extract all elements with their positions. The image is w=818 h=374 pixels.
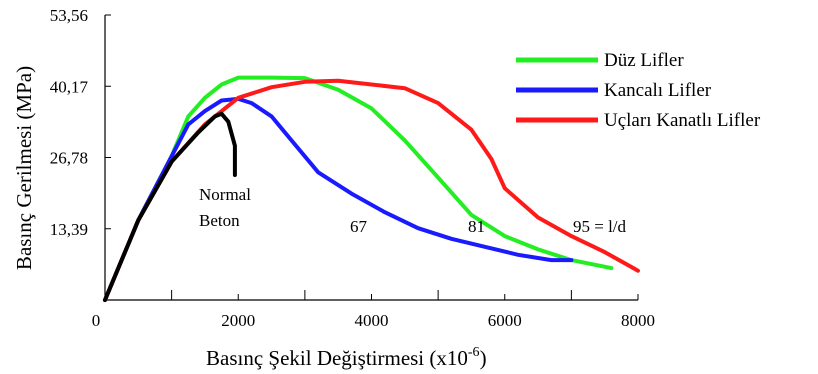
annotation-95-ld-text: 95 = l/d: [573, 217, 627, 236]
legend-label: Kancalı Lifler: [604, 80, 712, 101]
legend-label: Düz Lifler: [604, 50, 684, 71]
chart-ticks: 0 2000 4000 6000 8000 13,39 26,78 40,17 53,56: [50, 6, 655, 330]
y-tick-label: 26,78: [50, 149, 88, 168]
annotation-67: 67: [350, 217, 368, 236]
x-tick-label: 0: [92, 311, 101, 330]
legend-label: Uçları Kanatlı Lifler: [604, 110, 761, 131]
chart-series: [103, 75, 640, 302]
annotation-normal: Normal: [199, 185, 251, 204]
x-tick-label: 8000: [621, 311, 655, 330]
y-axis-title: Basınç Gerilmesi (MPa): [12, 66, 36, 270]
series-line-u-lar-kanatl-lifler: [103, 78, 640, 302]
x-axis-title-main: Basınç Şekil Değiştirmesi (x10: [206, 346, 468, 370]
x-tick-label: 2000: [221, 311, 255, 330]
annotation-95-ld: 95 = l/d: [573, 217, 627, 236]
annotation-beton: Beton: [199, 211, 240, 230]
x-tick-label: 4000: [355, 311, 389, 330]
y-tick-label: 53,56: [50, 6, 88, 25]
annotation-81: 81: [468, 217, 485, 236]
x-axis-title-sup: -6: [468, 345, 480, 360]
y-tick-label: 13,39: [50, 220, 88, 239]
y-tick-label: 40,17: [50, 77, 89, 96]
series-line-kancal-lifler: [103, 96, 574, 302]
series-line-d-z-lifler: [103, 75, 614, 302]
chart-legend: Düz Lifler Kancalı Lifler Uçları Kanatlı L…: [516, 50, 761, 131]
series-line-normal-beton: [103, 111, 237, 302]
x-axis-title: Basınç Şekil Değiştirmesi (x10-6): [206, 345, 487, 370]
x-axis-title-end: ): [480, 346, 487, 370]
x-tick-label: 6000: [488, 311, 522, 330]
